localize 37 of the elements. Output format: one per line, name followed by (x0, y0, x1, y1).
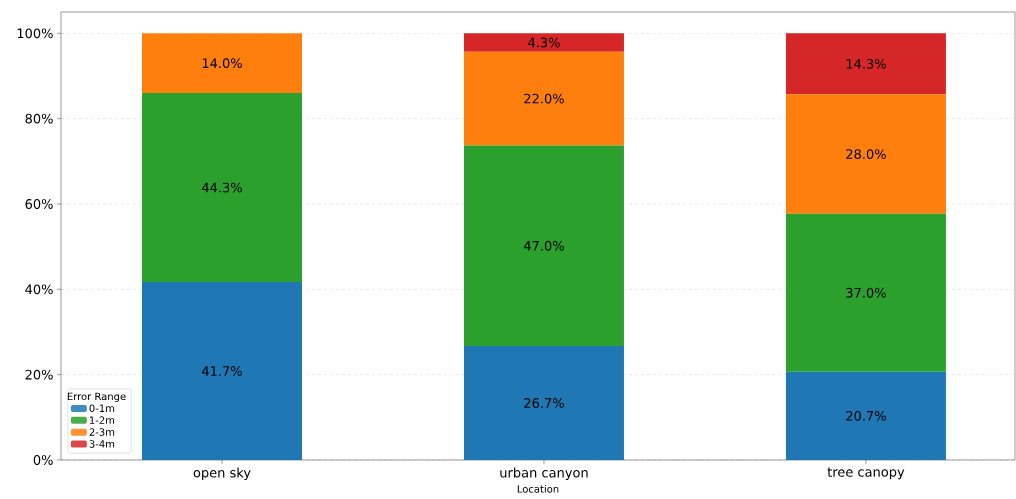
bar (463, 33, 624, 52)
y-tick-label: 80% (25, 113, 53, 124)
legend-label: 3-4m (89, 440, 115, 448)
legend-label: 2-3m (89, 428, 115, 436)
bar (785, 33, 946, 95)
x-tick-label: urban canyon (500, 467, 588, 481)
y-tick-label: 100% (17, 28, 53, 39)
data-label: 44.3% (201, 182, 242, 193)
data-label: 20.7% (846, 410, 886, 421)
data-label: 28.0% (846, 149, 886, 159)
data-label: 37.0% (846, 287, 886, 298)
bar (785, 213, 946, 372)
data-label: 14.3% (846, 58, 886, 69)
data-label: 47.0% (523, 240, 564, 251)
y-tick-label: 40% (25, 284, 53, 295)
bar (463, 51, 624, 146)
x-tick-label: open sky (193, 467, 251, 481)
x-tick-label: tree canopy (827, 467, 905, 480)
bar (142, 282, 302, 460)
legend-label: 0-1m (89, 404, 115, 413)
data-label: 4.3% (528, 37, 560, 48)
legend-label: 1-2m (89, 416, 115, 424)
bar (142, 93, 302, 283)
x-axis-title: Location (517, 484, 559, 493)
bar (463, 346, 624, 460)
data-label: 41.7% (201, 366, 242, 376)
y-tick-label: 20% (25, 369, 53, 380)
bar (785, 94, 946, 214)
data-label: 22.0% (524, 93, 564, 104)
bar (785, 371, 946, 460)
y-tick-label: 0% (33, 455, 53, 465)
bar (142, 33, 302, 94)
data-label: 26.7% (524, 398, 564, 408)
bar (463, 145, 624, 347)
data-label: 14.0% (202, 58, 242, 69)
legend-title: Error Range (67, 392, 126, 403)
y-tick-label: 60% (25, 199, 53, 209)
